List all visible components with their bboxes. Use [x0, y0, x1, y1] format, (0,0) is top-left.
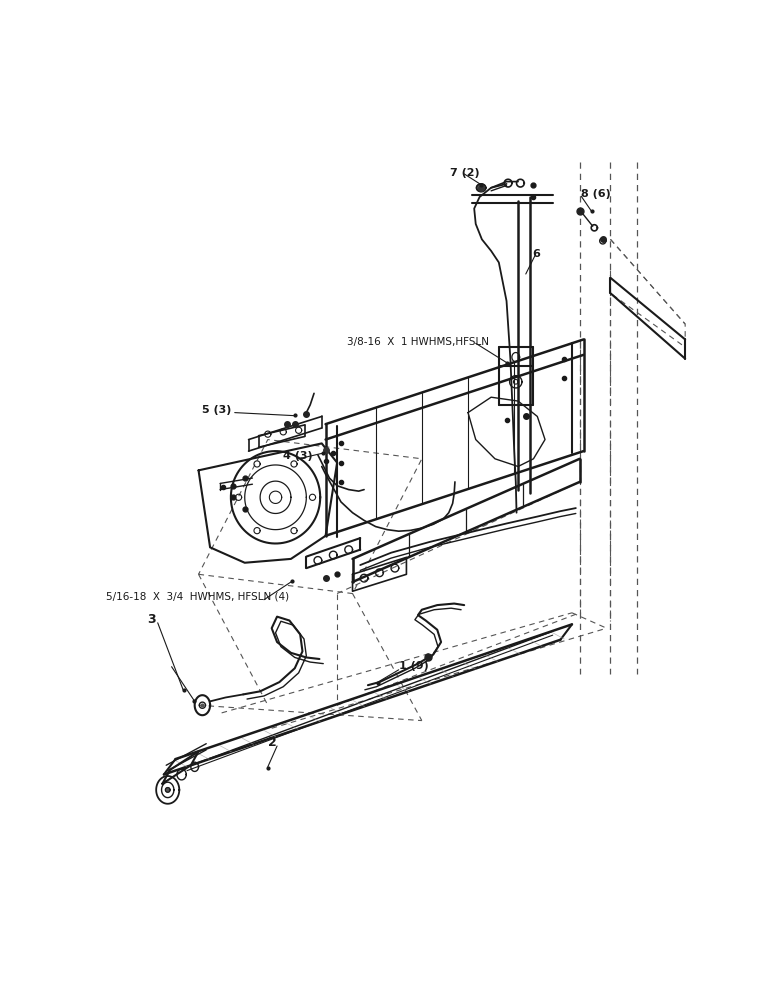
Text: 6: 6 — [532, 249, 540, 259]
Text: 5 (3): 5 (3) — [202, 405, 232, 415]
Polygon shape — [476, 184, 486, 192]
Polygon shape — [165, 788, 170, 792]
Text: 2: 2 — [268, 736, 276, 749]
Text: 1 (9): 1 (9) — [398, 661, 428, 671]
Text: 8 (6): 8 (6) — [581, 189, 611, 199]
Text: 4 (3): 4 (3) — [283, 451, 313, 461]
Text: 5/16-18  X  3/4  HWHMS, HFSLN (4): 5/16-18 X 3/4 HWHMS, HFSLN (4) — [106, 591, 290, 601]
Text: 7 (2): 7 (2) — [450, 168, 480, 178]
Text: 3: 3 — [147, 613, 156, 626]
Text: 3/8-16  X  1 HWHMS,HFSLN: 3/8-16 X 1 HWHMS,HFSLN — [347, 337, 489, 347]
